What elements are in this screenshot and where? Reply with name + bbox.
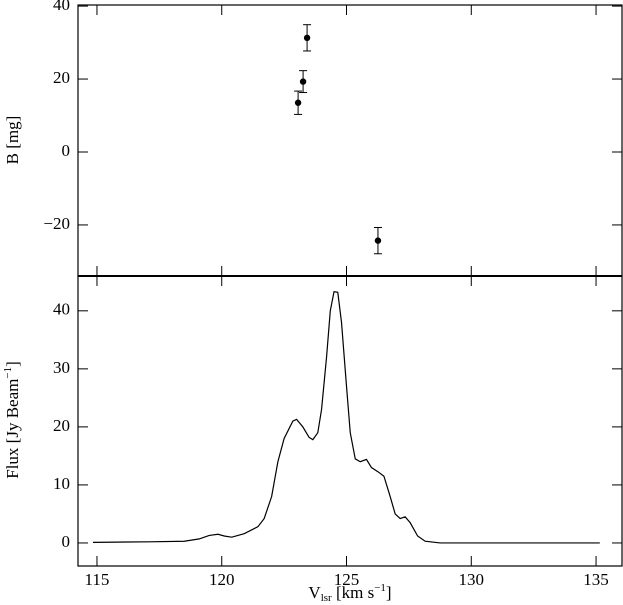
y-axis-label: Flux [Jy Beam−1] [2,361,22,479]
x-axis-label: Vlsr [km s−1] [308,582,391,604]
data-point [374,237,382,244]
x-tick-label: 115 [85,570,110,589]
label-part: Flux [Jy Beam [3,379,22,479]
label-part: −1 [374,582,386,594]
y-tick-label: 40 [53,300,70,319]
y-tick-label: 0 [62,532,71,551]
top-frame [77,4,623,277]
y-axis-label: B [mg] [3,116,22,165]
label-part: −1 [2,367,14,379]
label-part: V [308,583,321,602]
x-tick-label: 130 [459,570,485,589]
label-part: [km s [332,583,375,602]
y-tick-label: 20 [53,68,70,87]
label-part: ] [386,583,392,602]
y-tick-label: −20 [43,214,70,233]
label-part: lsr [321,592,332,604]
label-part: ] [3,361,22,367]
flux-line [92,290,600,544]
x-tick-label: 125 [334,570,360,589]
data-point [303,34,311,42]
data-point [294,99,302,106]
y-tick-label: 10 [53,474,70,493]
y-tick-label: 0 [62,141,71,160]
y-tick-label: 30 [53,358,70,377]
y-tick-label: 40 [53,0,70,14]
bottom-frame [77,275,623,567]
data-point [299,78,307,85]
x-tick-label: 120 [209,570,235,589]
y-tick-label: 20 [53,416,70,435]
x-tick-label: 135 [583,570,609,589]
